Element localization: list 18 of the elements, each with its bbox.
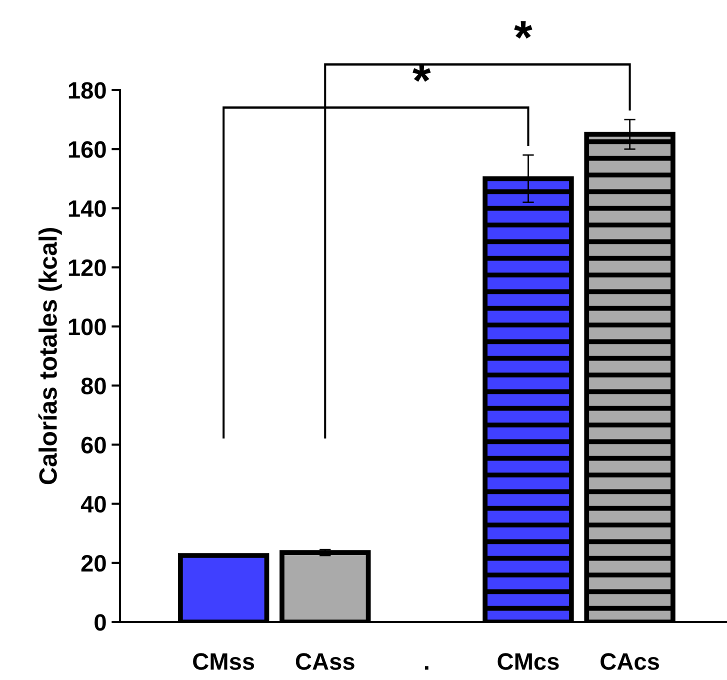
y-tick-label: 160 — [68, 141, 106, 158]
y-tick-label: 60 — [81, 436, 106, 454]
y-tick-label: 120 — [68, 259, 106, 276]
x-tick-label: CAss — [296, 653, 354, 670]
y-tick-label: 40 — [80, 496, 106, 513]
x-tick-label: CAcs — [600, 653, 660, 670]
text: * — [412, 64, 431, 82]
x-tick-label: CMcs — [498, 653, 559, 670]
y-axis-title: Calorías totales (kcal) — [38, 228, 62, 484]
text: * — [514, 21, 532, 39]
y-tick-label: 80 — [81, 378, 106, 394]
y-tick-label: 0 — [94, 614, 106, 631]
x-tick-label: . — [425, 666, 428, 670]
x-tick-label: CMss — [193, 653, 254, 670]
y-tick-label: 100 — [68, 318, 106, 336]
y-tick-label: 20 — [81, 554, 106, 572]
y-tick-label: 180 — [68, 82, 106, 99]
y-tick-label: 140 — [68, 200, 106, 218]
